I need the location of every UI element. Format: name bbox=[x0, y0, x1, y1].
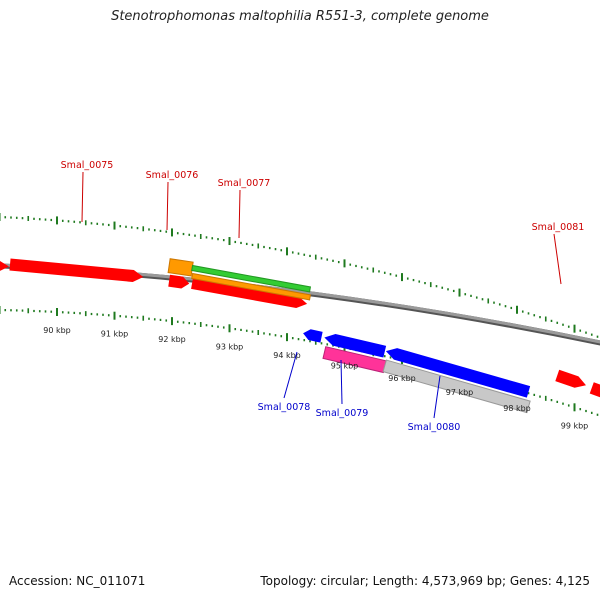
genome-title: Stenotrophomonas maltophilia R551-3, com… bbox=[111, 9, 489, 24]
ruler-label: 93 kbp bbox=[216, 342, 244, 351]
cds-bar-smal-0077-green bbox=[191, 264, 312, 293]
ruler-label: 98 kbp bbox=[503, 404, 531, 413]
gene-label-smal-0079[interactable]: Smal_0079 bbox=[316, 408, 369, 419]
gene-label-smal-0081-leader bbox=[553, 233, 562, 285]
gene-label-smal-0077-leader bbox=[238, 189, 241, 239]
cds-bar-smal-0079-shape bbox=[322, 346, 387, 374]
gene-label-smal-0075-leader bbox=[81, 171, 84, 223]
gene-arrow-smal-0081 bbox=[555, 369, 586, 388]
gene-arrow-smal-0081-shape bbox=[555, 369, 586, 388]
gene-arrow-smal-0076 bbox=[168, 274, 190, 289]
cds-bar-smal-0076-shape bbox=[167, 258, 194, 277]
genome-summary-text: Topology: circular; Length: 4,573,969 bp… bbox=[260, 574, 590, 588]
ruler-label: 99 kbp bbox=[561, 421, 589, 430]
gene-arrow-smal-0078-shape bbox=[303, 329, 323, 343]
label-layer: 90 kbp 91 kbp 92 kbp 93 kbp 94 kbp 95 kbp 96 k… bbox=[43, 160, 588, 433]
ruler-label: 95 kbp bbox=[331, 362, 359, 371]
ruler-label: 96 kbp bbox=[388, 374, 416, 383]
cds-bar-smal-0077-green-shape bbox=[191, 264, 312, 293]
gene-label-smal-0081[interactable]: Smal_0081 bbox=[532, 222, 585, 233]
ruler-label: 92 kbp bbox=[158, 335, 186, 344]
gene-arrow-smal-0075 bbox=[9, 258, 144, 282]
gene-label-smal-0078-leader bbox=[283, 351, 298, 399]
cds-bar-smal-0076 bbox=[167, 258, 194, 277]
gene-arrow-smal-0077 bbox=[191, 277, 308, 308]
gene-arrow-smal-0075-shape bbox=[9, 258, 144, 282]
gene-label-smal-0080-leader bbox=[433, 375, 441, 419]
gene-arrow-smal-0079-shape bbox=[324, 333, 387, 358]
ruler-label: 94 kbp bbox=[273, 351, 301, 360]
gene-arrow-smal-0076-shape bbox=[168, 274, 190, 289]
accession-text: Accession: NC_011071 bbox=[9, 574, 146, 588]
gene-label-smal-0077[interactable]: Smal_0077 bbox=[218, 178, 271, 189]
gene-label-smal-0076[interactable]: Smal_0076 bbox=[146, 170, 199, 181]
cds-bar-smal-0079 bbox=[322, 346, 387, 374]
gene-label-smal-0078[interactable]: Smal_0078 bbox=[258, 402, 311, 413]
gene-arrow-smal-0079 bbox=[324, 333, 387, 358]
cds-bar-smal-0077-orange-shape bbox=[191, 272, 312, 301]
ruler-label: 97 kbp bbox=[446, 388, 474, 397]
cds-bar-smal-0080-shape bbox=[382, 359, 531, 414]
gene-arrow-offscreen-right bbox=[589, 382, 600, 401]
gene-label-smal-0076-leader bbox=[166, 181, 169, 231]
ruler-label: 91 kbp bbox=[101, 330, 129, 339]
gene-label-smal-0080[interactable]: Smal_0080 bbox=[408, 422, 461, 433]
feature-layer bbox=[0, 258, 600, 414]
gene-arrow-smal-0080 bbox=[385, 348, 531, 398]
gene-arrow-smal-0078 bbox=[303, 329, 323, 343]
gene-label-smal-0079-leader bbox=[340, 359, 343, 405]
gene-arrow-smal-0077-shape bbox=[191, 277, 308, 308]
gene-arrow-offscreen-left-shape bbox=[0, 259, 10, 272]
gene-arrow-offscreen-left bbox=[0, 259, 10, 272]
gene-arrow-offscreen-right-shape bbox=[589, 382, 600, 401]
gene-arrow-smal-0080-shape bbox=[385, 348, 531, 398]
ruler-label: 90 kbp bbox=[43, 326, 71, 335]
cds-bar-smal-0080 bbox=[382, 359, 531, 414]
cds-bar-smal-0077-orange bbox=[191, 272, 312, 301]
gene-label-smal-0075[interactable]: Smal_0075 bbox=[61, 160, 114, 171]
